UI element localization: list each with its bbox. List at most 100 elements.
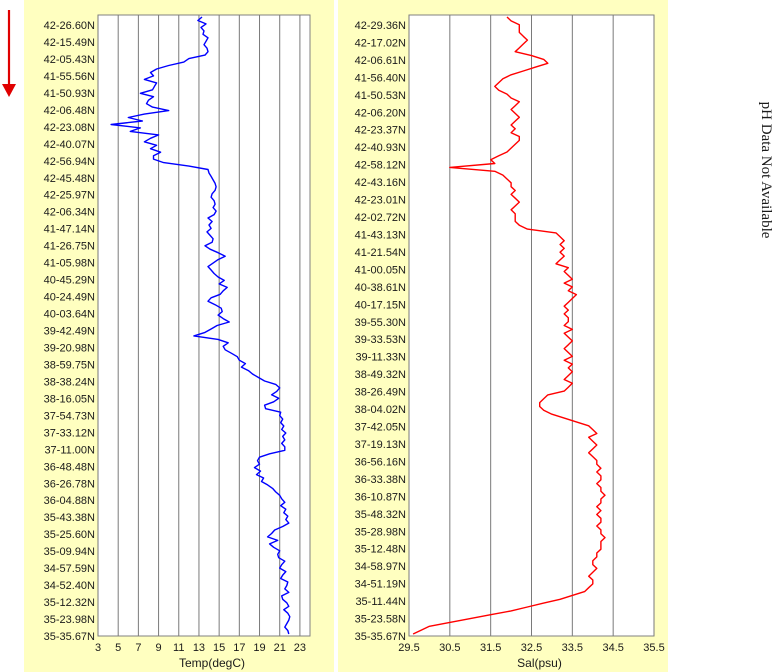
y-tick-label: 42-56.94N: [44, 156, 95, 168]
x-tick-label: 19: [253, 642, 265, 654]
ph-unavailable-note: pH Data Not Available: [758, 102, 774, 239]
y-tick-label: 40-24.49N: [44, 292, 95, 304]
y-tick-label: 38-26.49N: [355, 387, 406, 399]
y-tick-label: 38-59.75N: [44, 359, 95, 371]
y-tick-label: 35-09.94N: [44, 546, 95, 558]
y-tick-label: 36-33.38N: [355, 474, 406, 486]
y-tick-label: 42-06.20N: [355, 107, 406, 119]
y-tick-label: 36-26.78N: [44, 478, 95, 490]
y-tick-label: 41-26.75N: [44, 241, 95, 253]
temperature-chart: 3 5 7 9 11 13 15 17 19 21 23 42-26.60N 42-15.49N 42-0…: [24, 0, 334, 672]
y-tick-label: 35-12.32N: [44, 597, 95, 609]
y-tick-label: 42-29.36N: [355, 20, 406, 32]
x-tick-label: 32.5: [521, 642, 542, 654]
y-tick-label: 37-42.05N: [355, 422, 406, 434]
x-axis-title: Sal(psu): [517, 656, 562, 670]
x-tick-label: 31.5: [480, 642, 501, 654]
y-tick-label: 38-49.32N: [355, 369, 406, 381]
y-tick-label: 42-06.34N: [44, 207, 95, 219]
y-tick-label: 40-03.64N: [44, 309, 95, 321]
y-tick-label: 42-23.08N: [44, 122, 95, 134]
y-tick-label: 42-23.01N: [355, 195, 406, 207]
y-tick-label: 40-45.29N: [44, 275, 95, 287]
y-tick-label: 41-55.56N: [44, 71, 95, 83]
x-tick-label: 3: [95, 642, 101, 654]
y-tick-label: 40-38.61N: [355, 282, 406, 294]
y-tick-label: 42-02.72N: [355, 212, 406, 224]
x-tick-label: 5: [115, 642, 121, 654]
y-tick-label: 42-43.16N: [355, 177, 406, 189]
y-tick-label: 34-52.40N: [44, 580, 95, 592]
x-tick-label: 7: [135, 642, 141, 654]
y-tick-label: 35-12.48N: [355, 544, 406, 556]
y-tick-label: 41-00.05N: [355, 264, 406, 276]
y-tick-label: 38-38.24N: [44, 376, 95, 388]
y-tick-label: 35-43.38N: [44, 512, 95, 524]
direction-arrow: [2, 10, 16, 97]
x-tick-label: 33.5: [562, 642, 583, 654]
x-tick-label: 15: [213, 642, 225, 654]
y-tick-label: 42-58.12N: [355, 160, 406, 172]
y-tick-label: 35-23.98N: [44, 614, 95, 626]
y-tick-label: 35-28.98N: [355, 526, 406, 538]
y-tick-label: 42-05.43N: [44, 54, 95, 66]
y-tick-label: 35-35.67N: [355, 631, 406, 643]
plot-area: [97, 14, 311, 637]
y-tick-label: 37-54.73N: [44, 410, 95, 422]
x-axis-title: Temp(degC): [179, 656, 245, 670]
y-tick-label: 35-11.44N: [355, 596, 406, 608]
y-tick-label: 41-43.13N: [355, 229, 406, 241]
y-tick-label: 39-20.98N: [44, 342, 95, 354]
y-tick-label: 38-16.05N: [44, 393, 95, 405]
y-tick-label: 35-35.67N: [44, 631, 95, 643]
x-tick-label: 35.5: [643, 642, 664, 654]
x-tick-label: 29.5: [398, 642, 419, 654]
y-tick-label: 36-04.88N: [44, 495, 95, 507]
y-tick-label: 42-40.93N: [355, 142, 406, 154]
x-tick-label: 9: [156, 642, 162, 654]
y-tick-label: 34-51.19N: [355, 579, 406, 591]
x-tick-label: 13: [193, 642, 205, 654]
y-tick-label: 34-58.97N: [355, 561, 406, 573]
y-tick-label: 41-50.93N: [44, 88, 95, 100]
y-tick-label: 39-55.30N: [355, 317, 406, 329]
salinity-chart: 29.5 30.5 31.5 32.5 33.5 34.5 35.5 42-29.36N 42-…: [338, 0, 668, 672]
x-tick-label: 23: [294, 642, 306, 654]
y-tick-label: 34-57.59N: [44, 563, 95, 575]
x-tick-label: 17: [233, 642, 245, 654]
y-tick-label: 41-05.98N: [44, 258, 95, 270]
y-tick-label: 41-21.54N: [355, 247, 406, 259]
y-tick-label: 42-26.60N: [44, 20, 95, 32]
y-tick-label: 39-33.53N: [355, 334, 406, 346]
x-tick-label: 11: [173, 642, 184, 654]
y-tick-label: 39-42.49N: [44, 326, 95, 338]
y-tick-label: 42-06.61N: [355, 55, 406, 67]
y-tick-label: 35-25.60N: [44, 529, 95, 541]
y-tick-label: 37-19.13N: [355, 439, 406, 451]
y-tick-label: 42-17.02N: [355, 37, 406, 49]
y-tick-label: 39-11.33N: [355, 352, 406, 364]
y-tick-label: 36-56.16N: [355, 456, 406, 468]
y-tick-label: 35-48.32N: [355, 509, 406, 521]
y-tick-label: 42-06.48N: [44, 105, 95, 117]
y-tick-label: 37-33.12N: [44, 427, 95, 439]
y-tick-label: 42-45.48N: [44, 173, 95, 185]
y-tick-label: 38-04.02N: [355, 404, 406, 416]
y-tick-label: 41-56.40N: [355, 72, 406, 84]
x-tick-label: 21: [274, 642, 286, 654]
y-tick-label: 35-23.58N: [355, 614, 406, 626]
y-tick-label: 41-50.53N: [355, 90, 406, 102]
y-tick-label: 42-40.07N: [44, 139, 95, 151]
profile-line: [110, 16, 291, 635]
profile-line: [412, 16, 606, 635]
y-tick-label: 37-11.00N: [44, 444, 95, 456]
y-tick-label: 36-48.48N: [44, 461, 95, 473]
y-tick-label: 42-15.49N: [44, 37, 95, 49]
direction-arrow-head: [2, 84, 16, 97]
y-tick-label: 42-25.97N: [44, 190, 95, 202]
x-tick-label: 34.5: [602, 642, 623, 654]
y-tick-label: 36-10.87N: [355, 491, 406, 503]
x-tick-label: 30.5: [439, 642, 460, 654]
y-tick-label: 41-47.14N: [44, 224, 95, 236]
